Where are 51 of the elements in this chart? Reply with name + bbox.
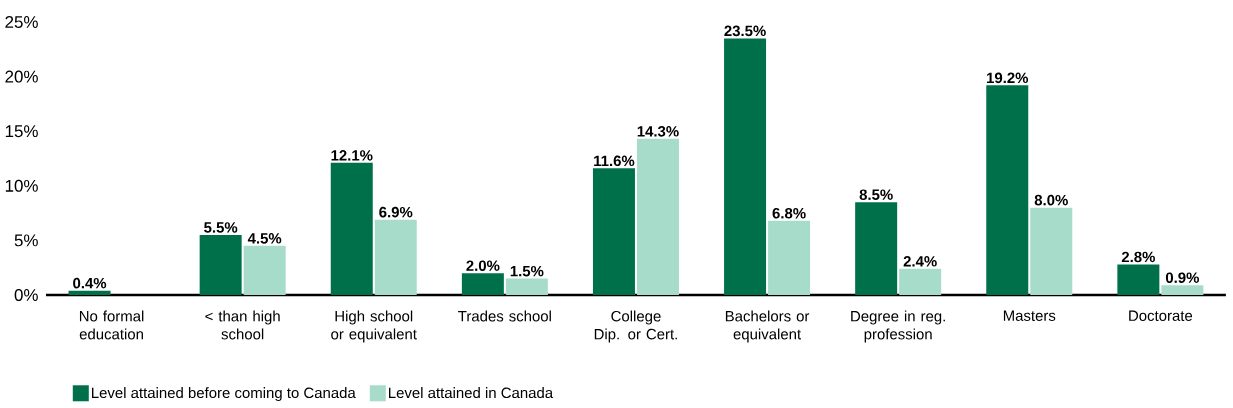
- data-label: 0.9%: [1165, 272, 1199, 283]
- x-tick-label: < than high school: [205, 310, 280, 340]
- bar: [243, 245, 286, 295]
- bar: [199, 234, 242, 295]
- x-tick-label: Trades school: [458, 310, 551, 322]
- x-tick-label: Masters: [1003, 310, 1056, 321]
- legend-label: Level attained in Canada: [389, 387, 554, 399]
- x-tick-label: High school or equivalent: [331, 310, 417, 343]
- x-tick-label: Bachelors or equivalent: [725, 310, 810, 343]
- bar: [592, 168, 635, 295]
- bar: [768, 220, 811, 295]
- bar: [505, 278, 548, 295]
- bar: [330, 162, 373, 295]
- data-label: 19.2%: [987, 72, 1029, 84]
- data-label: 14.3%: [637, 126, 679, 137]
- y-tick-label: 15%: [5, 125, 38, 138]
- data-label: 6.8%: [772, 207, 806, 219]
- data-label: 11.6%: [594, 155, 635, 167]
- x-tick-label: Doctorate: [1129, 310, 1193, 321]
- bar: [68, 290, 111, 295]
- bar: [1161, 285, 1204, 295]
- data-label: 4.5%: [247, 233, 282, 244]
- data-label: 8.0%: [1034, 194, 1068, 206]
- y-tick-label: 0%: [14, 289, 38, 301]
- x-tick-label: No formal education: [79, 310, 144, 340]
- data-label: 0.4%: [73, 277, 107, 289]
- legend-label: Level attained before coming to Canada: [92, 387, 356, 402]
- data-label: 12.1%: [331, 150, 373, 161]
- data-label: 23.5%: [724, 25, 766, 37]
- data-label: 1.5%: [510, 265, 544, 277]
- x-tick-label: Degree in reg. profession: [851, 310, 945, 343]
- y-tick-label: 5%: [14, 234, 38, 247]
- y-tick-label: 25%: [5, 16, 38, 28]
- bar: [855, 202, 898, 295]
- data-label: 2.4%: [903, 256, 937, 267]
- data-label: 2.8%: [1121, 251, 1155, 263]
- bar: [636, 138, 679, 295]
- bar: [1030, 207, 1073, 295]
- data-label: 2.0%: [466, 260, 500, 271]
- bar: [374, 219, 417, 295]
- data-label: 8.5%: [859, 189, 893, 200]
- data-label: 6.9%: [379, 206, 413, 218]
- bar: [899, 268, 942, 295]
- bar: [461, 273, 504, 295]
- bar: [986, 85, 1029, 295]
- y-tick-label: 20%: [5, 70, 38, 83]
- y-tick-label: 10%: [5, 179, 38, 192]
- x-tick-label: College Dip. or Cert.: [594, 310, 677, 343]
- data-label: 5.5%: [204, 222, 238, 233]
- bar: [1117, 264, 1160, 295]
- bar: [724, 38, 767, 295]
